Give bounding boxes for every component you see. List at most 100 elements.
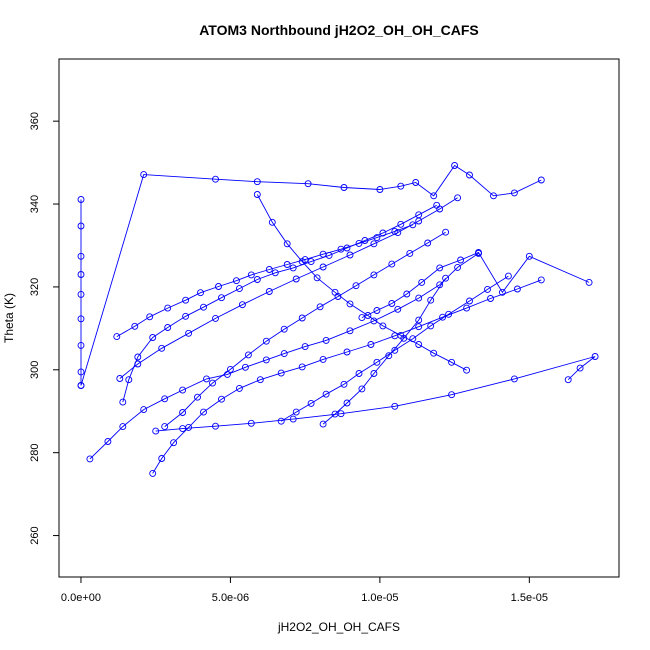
data-point	[161, 423, 169, 431]
data-point	[104, 438, 112, 445]
data-point	[370, 240, 378, 248]
data-point	[134, 360, 142, 368]
data-point	[203, 375, 210, 383]
data-point	[262, 356, 270, 364]
data-point	[158, 455, 166, 462]
data-point	[283, 261, 291, 268]
data-point	[352, 282, 360, 290]
y-tick-label: 340	[29, 195, 41, 213]
data-point	[149, 334, 157, 341]
data-point	[271, 269, 279, 277]
data-point	[418, 278, 426, 286]
data-point	[292, 275, 300, 283]
data-point	[238, 301, 246, 309]
data-point	[244, 351, 252, 359]
data-point	[358, 314, 366, 322]
data-point	[415, 316, 423, 324]
data-point	[337, 245, 345, 253]
data-point	[490, 192, 497, 200]
data-point	[376, 186, 384, 193]
data-point	[116, 375, 124, 382]
data-point	[466, 171, 473, 179]
data-point	[179, 386, 187, 394]
data-point	[319, 420, 327, 428]
data-point	[218, 294, 225, 302]
data-point	[340, 380, 348, 388]
data-point	[277, 417, 285, 425]
data-point	[218, 395, 225, 403]
x-axis-label: jH2O2_OH_OH_CAFS	[277, 620, 400, 634]
data-point	[316, 303, 324, 311]
data-point	[340, 184, 348, 191]
data-point	[253, 178, 261, 186]
data-point	[513, 285, 521, 293]
y-tick-label: 320	[29, 278, 41, 296]
data-point	[504, 272, 512, 280]
data-point	[403, 290, 411, 298]
data-point	[77, 222, 85, 230]
data-point	[430, 349, 438, 357]
data-point	[397, 182, 405, 190]
data-point	[119, 423, 127, 431]
data-point	[436, 281, 444, 289]
data-point	[436, 264, 444, 272]
data-point	[346, 327, 354, 335]
data-point	[77, 290, 85, 298]
data-point	[510, 375, 518, 383]
data-point	[373, 358, 381, 366]
data-point	[367, 341, 375, 348]
data-point	[265, 288, 273, 295]
data-point	[313, 274, 321, 282]
data-point	[298, 258, 306, 266]
data-point	[537, 276, 545, 284]
data-point	[113, 333, 121, 341]
data-point	[385, 352, 393, 360]
data-point	[510, 189, 518, 197]
data-point	[215, 283, 222, 290]
data-point	[140, 171, 148, 179]
data-point	[131, 322, 139, 330]
data-point	[331, 288, 339, 296]
data-point	[256, 376, 264, 384]
data-point	[77, 368, 85, 376]
data-point	[409, 221, 417, 229]
data-point	[391, 402, 399, 410]
data-point	[319, 263, 327, 271]
data-point	[436, 205, 444, 213]
data-series	[358, 249, 593, 322]
data-point	[358, 385, 366, 393]
data-point	[346, 300, 354, 308]
data-point	[415, 323, 423, 331]
data-point	[427, 322, 435, 330]
data-point	[454, 194, 462, 202]
series-line	[119, 197, 458, 379]
data-point	[212, 175, 219, 183]
data-point	[319, 250, 327, 258]
data-point	[442, 274, 450, 282]
data-point	[394, 229, 402, 237]
data-point	[415, 294, 423, 302]
data-point	[134, 353, 142, 361]
data-point	[170, 439, 178, 447]
data-point	[164, 304, 172, 312]
data-point	[427, 296, 435, 304]
series-line	[152, 279, 542, 474]
data-point	[337, 410, 345, 418]
data-point	[537, 176, 545, 184]
data-point	[457, 256, 465, 264]
data-point	[307, 258, 315, 266]
data-series	[319, 274, 450, 428]
data-point	[298, 363, 306, 371]
data-point	[125, 376, 133, 384]
data-point	[283, 240, 291, 248]
data-point	[247, 419, 255, 427]
data-point	[200, 408, 207, 416]
data-point	[146, 313, 154, 321]
data-point	[406, 249, 414, 257]
data-point	[379, 322, 387, 330]
data-series	[152, 353, 599, 435]
data-point	[373, 234, 381, 242]
data-point	[161, 395, 169, 403]
data-point	[232, 277, 240, 285]
